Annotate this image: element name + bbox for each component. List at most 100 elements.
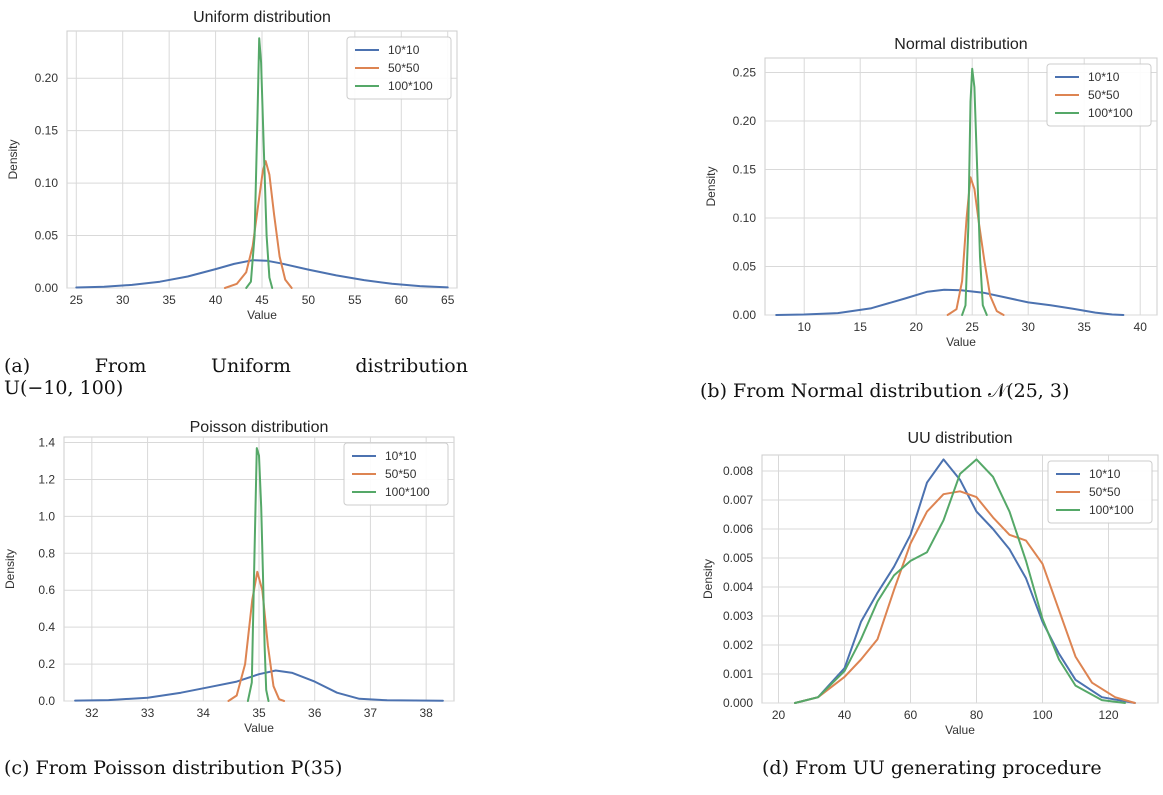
- y-tick-label: 1.0: [38, 509, 55, 523]
- y-tick-label: 0.6: [38, 583, 55, 597]
- x-axis-label: Value: [946, 335, 976, 349]
- x-tick-label: 20: [910, 320, 924, 334]
- legend-box: [1046, 63, 1152, 127]
- panel-normal-chart: 10 15 20 25 30 35 40 0.00 0.05 0.10 0.15 0.20 0.25 No…: [704, 36, 1158, 349]
- caption-a: (a) From Uniform distribution U(−10, 100…: [4, 355, 468, 399]
- y-tick-label: 1.4: [38, 436, 55, 450]
- panel-poisson-chart: 32 33 34 35 36 37 38 0.0 0.2 0.4 0.6 0.8 1.0 1.2 1.4 Po…: [3, 419, 455, 735]
- y-tick-label: 0.8: [38, 546, 55, 560]
- x-tick-label: 35: [162, 293, 176, 307]
- y-tick-label: 0.4: [38, 620, 55, 634]
- caption-c: (c) From Poisson distribution P(35): [4, 757, 343, 779]
- y-tick-label: 0.10: [733, 211, 757, 225]
- y-tick-label: 0.15: [35, 124, 59, 138]
- y-tick-label: 0.003: [723, 609, 753, 623]
- x-tick-label: 60: [395, 293, 409, 307]
- x-tick-label: 36: [308, 706, 322, 720]
- x-tick-label: 20: [772, 708, 786, 722]
- legend-label: 50*50: [1088, 88, 1120, 102]
- x-tick-label: 35: [252, 706, 266, 720]
- x-tick-label: 60: [904, 708, 918, 722]
- chart-title: UU distribution: [908, 430, 1013, 447]
- x-tick-label: 50: [302, 293, 316, 307]
- caption-a-word: distribution: [355, 355, 468, 377]
- legend-label: 50*50: [1089, 485, 1121, 499]
- legend-box: [343, 442, 449, 506]
- legend-label: 100*100: [385, 485, 430, 499]
- chart-title: Normal distribution: [894, 36, 1027, 53]
- legend-label: 100*100: [388, 79, 433, 93]
- y-tick-label: 0.20: [35, 71, 59, 85]
- legend-box: [1047, 460, 1153, 524]
- x-tick-label: 40: [209, 293, 223, 307]
- x-tick-label: 15: [854, 320, 868, 334]
- legend-label: 10*10: [1088, 70, 1120, 84]
- x-tick-label: 45: [255, 293, 269, 307]
- series-line-10x10: [794, 458, 1136, 704]
- y-tick-label: 0.10: [35, 176, 59, 190]
- y-tick-label: 0.004: [723, 580, 753, 594]
- legend-label: 10*10: [388, 43, 420, 57]
- series-line-100x100: [794, 458, 1126, 704]
- x-tick-label: 55: [348, 293, 362, 307]
- x-tick-label: 100: [1032, 708, 1052, 722]
- x-tick-label: 33: [141, 706, 155, 720]
- y-tick-label: 0.20: [733, 114, 757, 128]
- y-tick-label: 0.006: [723, 522, 753, 536]
- x-tick-label: 10: [798, 320, 812, 334]
- y-tick-label: 0.00: [35, 281, 59, 295]
- y-tick-label: 0.05: [733, 260, 757, 274]
- series-line-100x100: [245, 37, 274, 289]
- panel-uu-chart: 20 40 60 80 100 120 0.000 0.001 0.002 0.003 0.004 0…: [701, 430, 1159, 737]
- x-tick-label: 25: [966, 320, 980, 334]
- legend-box: [346, 36, 452, 100]
- y-tick-label: 0.002: [723, 638, 753, 652]
- y-axis-label: Density: [6, 139, 20, 179]
- caption-a-word: Uniform: [210, 355, 291, 377]
- series-line-100x100: [961, 67, 988, 316]
- y-tick-label: 0.15: [733, 163, 757, 177]
- x-tick-label: 37: [364, 706, 378, 720]
- legend-label: 10*10: [1089, 467, 1121, 481]
- caption-b: (b) From Normal distribution 𝒩(25, 3): [700, 380, 1070, 402]
- y-axis-label: Density: [701, 559, 715, 599]
- legend-label: 50*50: [385, 467, 417, 481]
- x-tick-label: 40: [1134, 320, 1148, 334]
- x-axis-label: Value: [247, 308, 277, 322]
- y-tick-label: 0.00: [733, 308, 757, 322]
- y-tick-label: 0.000: [723, 696, 753, 710]
- x-tick-label: 80: [970, 708, 984, 722]
- x-axis-label: Value: [945, 723, 975, 737]
- caption-d: (d) From UU generating procedure: [762, 757, 1102, 779]
- series-line-50x50: [794, 490, 1136, 704]
- y-tick-label: 1.2: [38, 472, 55, 486]
- caption-a-word: From: [94, 355, 147, 377]
- x-tick-label: 25: [70, 293, 84, 307]
- x-tick-label: 30: [116, 293, 130, 307]
- y-tick-label: 0.005: [723, 551, 753, 565]
- x-tick-label: 30: [1022, 320, 1036, 334]
- y-tick-label: 0.05: [35, 229, 59, 243]
- legend-label: 10*10: [385, 449, 417, 463]
- x-tick-label: 65: [441, 293, 455, 307]
- x-tick-label: 34: [197, 706, 211, 720]
- legend-label: 100*100: [1088, 106, 1133, 120]
- x-tick-label: 35: [1078, 320, 1092, 334]
- y-tick-label: 0.0: [38, 694, 55, 708]
- caption-a-line2: U(−10, 100): [4, 377, 124, 399]
- legend-label: 100*100: [1089, 503, 1134, 517]
- x-tick-label: 40: [838, 708, 852, 722]
- y-tick-label: 0.2: [38, 657, 55, 671]
- y-tick-label: 0.008: [723, 464, 753, 478]
- chart-title: Uniform distribution: [193, 9, 331, 26]
- series-line-10x10: [775, 288, 1125, 316]
- series-line-10x10: [75, 259, 449, 289]
- panel-uniform-chart: 25 30 35 40 45 50 55 60 65 0.00 0.05 0.10 0.15 0.20 Un…: [6, 9, 458, 322]
- legend-label: 50*50: [388, 61, 420, 75]
- y-tick-label: 0.007: [723, 493, 753, 507]
- y-axis-label: Density: [704, 166, 718, 206]
- x-tick-label: 32: [85, 706, 99, 720]
- x-axis-label: Value: [244, 721, 274, 735]
- caption-a-word: (a): [4, 355, 31, 377]
